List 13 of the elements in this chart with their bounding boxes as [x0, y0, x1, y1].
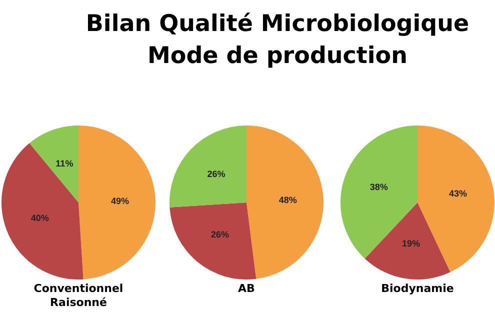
text: Bilan Qualité Microbiologique Mode de production [84, 10, 470, 71]
data-label: 11% [56, 158, 74, 168]
data-label: 40% [30, 212, 49, 223]
data-label: 49% [110, 196, 129, 206]
data-label: 43% [448, 188, 468, 198]
text: Conventionnel Raisonné [32, 282, 124, 310]
text: Biodynamie [380, 282, 455, 296]
data-label: 26% [207, 169, 226, 180]
data-label: 48% [278, 194, 297, 205]
data-label: 38% [370, 182, 388, 192]
data-label: 26% [211, 229, 230, 240]
data-label: 19% [402, 238, 420, 248]
text: AB [237, 282, 256, 296]
